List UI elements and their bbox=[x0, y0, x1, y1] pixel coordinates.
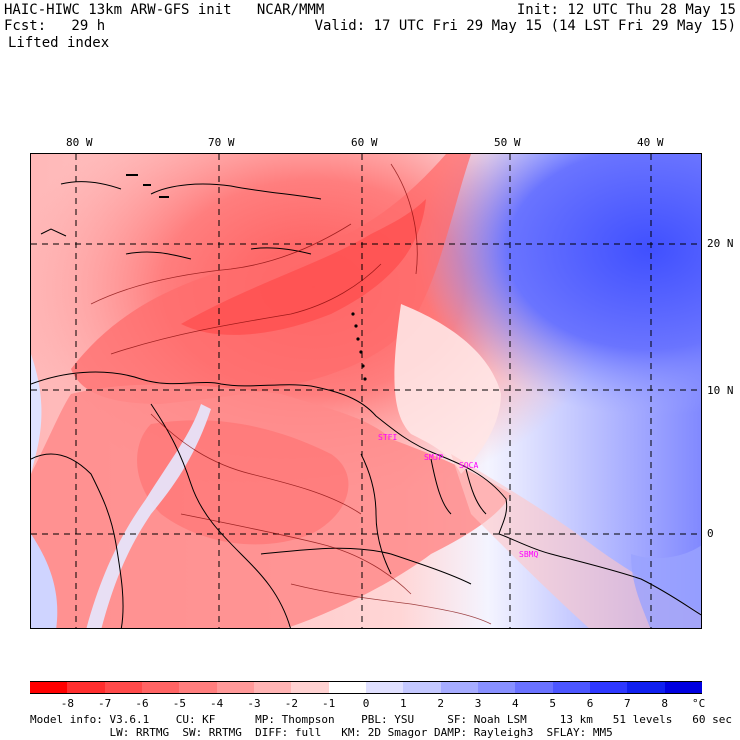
field-name: Lifted index bbox=[8, 35, 110, 51]
colorbar-label: 6 bbox=[586, 697, 594, 710]
valid-time: Valid: 17 UTC Fri 29 May 15 (14 LST Fri … bbox=[314, 18, 736, 34]
model-info-line-2: LW: RRTMG SW: RRTMG DIFF: full KM: 2D Sm… bbox=[30, 726, 613, 739]
model-info-line-1: Model info: V3.6.1 CU: KF MP: Thompson P… bbox=[30, 713, 732, 726]
lat-label-20n: 20 N bbox=[707, 237, 734, 250]
colorbar-cell bbox=[142, 681, 180, 694]
lon-label-60w: 60 W bbox=[351, 136, 378, 149]
colorbar-label: 2 bbox=[437, 697, 444, 710]
colorbar-label: 3 bbox=[474, 697, 482, 710]
colorbar-cell bbox=[515, 681, 554, 694]
map-canvas bbox=[31, 154, 701, 628]
colorbar-label: -2 bbox=[284, 697, 298, 710]
colorbar-cell bbox=[552, 681, 591, 694]
colorbar-label: 7 bbox=[624, 697, 631, 710]
colorbar-label: 0 bbox=[362, 697, 370, 710]
colorbar-cell bbox=[478, 681, 516, 694]
colorbar-cell bbox=[627, 681, 666, 694]
colorbar-cell bbox=[216, 681, 255, 694]
colorbar-label: 4 bbox=[512, 697, 519, 710]
colorbar-cell bbox=[403, 681, 442, 694]
colorbar-label: -3 bbox=[247, 697, 261, 710]
model-title: HAIC-HIWC 13km ARW-GFS init NCAR/MMM bbox=[4, 2, 325, 18]
lat-label-10n: 10 N bbox=[707, 384, 734, 397]
init-time: Init: 12 UTC Thu 28 May 15 bbox=[516, 2, 736, 18]
lon-label-50w: 50 W bbox=[494, 136, 521, 149]
lon-label-40w: 40 W bbox=[637, 136, 664, 149]
colorbar-label: -4 bbox=[210, 697, 224, 710]
site-label-smjp: SMJP bbox=[424, 453, 444, 462]
colorbar-label: -7 bbox=[98, 697, 112, 710]
colorbar-label: 5 bbox=[549, 697, 556, 710]
colorbar-label: 8 bbox=[661, 697, 668, 710]
lat-label-0: 0 bbox=[707, 527, 714, 540]
lon-label-80w: 80 W bbox=[66, 136, 93, 149]
colorbar-label: -8 bbox=[60, 697, 74, 710]
site-label-stfi: STFI bbox=[378, 433, 398, 442]
colorbar-unit: °C bbox=[692, 697, 706, 710]
site-label-sbmq: SBMQ bbox=[519, 550, 539, 559]
colorbar-cell bbox=[328, 681, 367, 694]
colorbar-label: -6 bbox=[135, 697, 149, 710]
forecast-hour: Fcst: 29 h bbox=[4, 18, 106, 34]
colorbar-cell bbox=[366, 681, 404, 694]
colorbar-cell bbox=[590, 681, 628, 694]
colorbar-cell bbox=[67, 681, 106, 694]
colorbar-label: -1 bbox=[322, 697, 336, 710]
colorbar-cell bbox=[179, 681, 218, 694]
colorbar-cell bbox=[104, 681, 143, 694]
site-label-soca: SOCA bbox=[459, 461, 479, 470]
colorbar-cell bbox=[440, 681, 479, 694]
colorbar-label: -5 bbox=[172, 697, 186, 710]
colorbar-cell bbox=[664, 681, 703, 694]
colorbar-cell bbox=[254, 681, 292, 694]
colorbar-cell bbox=[291, 681, 330, 694]
lon-label-70w: 70 W bbox=[208, 136, 235, 149]
colorbar-label: 1 bbox=[400, 697, 407, 710]
colorbar-cell bbox=[30, 681, 68, 694]
lifted-index-map: STFI SMJP SOCA SBMQ bbox=[30, 153, 702, 629]
